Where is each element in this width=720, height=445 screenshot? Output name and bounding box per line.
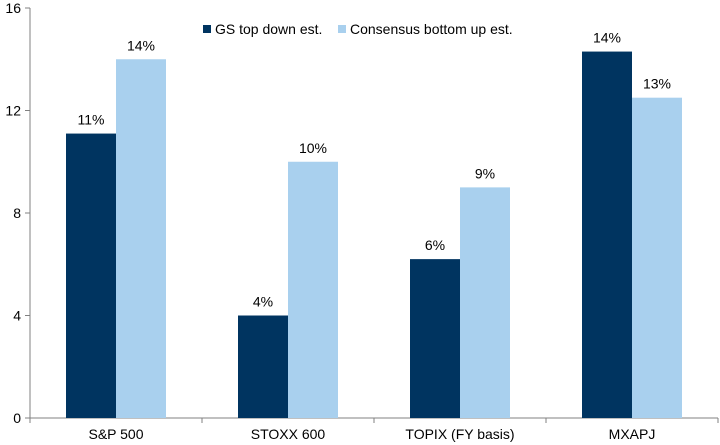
data-label: 11%: [78, 112, 105, 128]
legend-swatch: [338, 25, 346, 33]
y-tick-label: 0: [13, 410, 21, 426]
x-tick-label: STOXX 600: [251, 426, 326, 442]
data-label: 13%: [643, 76, 671, 92]
data-label: 4%: [253, 294, 273, 310]
chart-data-labels: 11% 4% 6% 14% 14% 10% 9% 13%: [78, 30, 672, 310]
bar: [632, 97, 682, 418]
x-tick-label: TOPIX (FY basis): [405, 426, 514, 442]
chart-axes: 0 4 8 12 16 S&P 500 STOXX 600 TOPIX (FY basis) M…: [5, 0, 719, 442]
chart-bars: [66, 51, 682, 418]
y-tick-label: 12: [5, 103, 21, 119]
y-tick-label: 8: [13, 205, 21, 221]
bar: [238, 315, 288, 418]
bar: [116, 59, 166, 418]
bar: [410, 259, 460, 418]
data-label: 14%: [127, 37, 155, 53]
bar: [460, 187, 510, 418]
bar: [66, 133, 116, 418]
legend-swatch: [203, 25, 211, 33]
bar: [582, 51, 632, 418]
y-tick-label: 16: [5, 0, 21, 16]
x-tick-label: MXAPJ: [609, 426, 656, 442]
data-label: 14%: [593, 30, 621, 46]
x-tick-label: S&P 500: [88, 426, 143, 442]
data-label: 6%: [425, 237, 445, 253]
y-tick-label: 4: [13, 308, 21, 324]
data-label: 9%: [475, 165, 495, 181]
chart-legend: GS top down est. Consensus bottom up est.: [203, 21, 513, 37]
data-label: 10%: [299, 140, 327, 156]
legend-entry: GS top down est.: [215, 21, 322, 37]
legend-entry: Consensus bottom up est.: [350, 21, 513, 37]
bar: [288, 161, 338, 418]
